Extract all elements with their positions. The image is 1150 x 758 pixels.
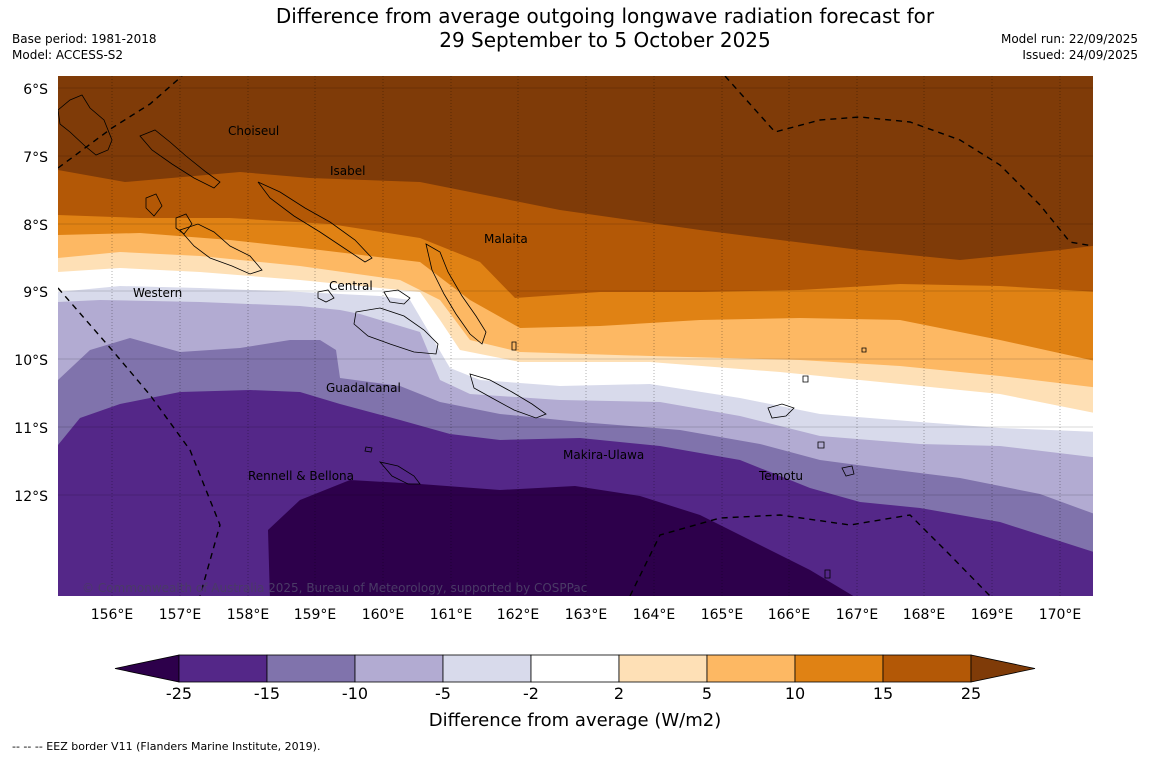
reef-islets <box>802 375 809 383</box>
region-labels: Choiseul Isabel Malaita Western Central … <box>133 124 803 483</box>
gridlines <box>58 76 1093 596</box>
model-run: Model run: 22/09/2025 <box>1000 32 1138 46</box>
region-label-temotu: Temotu <box>758 469 803 483</box>
issued-date: Issued: 24/09/2025 <box>1022 48 1138 62</box>
lat-axis-labels: 6°S 7°S 8°S 9°S 10°S 11°S 12°S <box>14 82 48 505</box>
colorbar-segment <box>618 654 708 683</box>
colorbar-segment <box>442 654 532 683</box>
rennell-coast <box>378 461 421 485</box>
copyright-notice: © Commonwealth of Australia 2025, Bureau… <box>82 581 587 595</box>
colorbar-tick-label: -5 <box>435 684 451 703</box>
santa-cruz-coast <box>767 403 795 419</box>
lon-label: 168°E <box>903 607 946 623</box>
bellona-coast <box>364 446 373 453</box>
colorbar-title: Difference from average (W/m2) <box>428 710 722 731</box>
colorbar-tick-label: 15 <box>872 684 894 703</box>
lat-label: 10°S <box>14 353 48 369</box>
bougainville-coast <box>58 94 113 156</box>
coastlines <box>58 94 867 579</box>
colorbar-tick-label: 25 <box>960 684 982 703</box>
colorbar <box>114 654 1036 683</box>
new-georgia-coast <box>179 223 263 275</box>
lat-label: 9°S <box>23 285 48 301</box>
eez-line-png <box>58 76 183 169</box>
colorbar-tick-label: -10 <box>341 684 369 703</box>
isabel-coast <box>257 181 373 263</box>
model-name: Model: ACCESS-S2 <box>12 48 124 62</box>
colorbar-segment <box>882 654 972 683</box>
colorbar-arrow-low <box>114 654 180 683</box>
colorbar-tick-label: -15 <box>253 684 281 703</box>
lon-label: 160°E <box>362 607 405 623</box>
colorbar-segment <box>530 654 620 683</box>
base-period: Base period: 1981-2018 <box>12 32 157 46</box>
eez-line-west <box>58 287 221 596</box>
region-label-malaita: Malaita <box>484 232 528 246</box>
lon-label: 161°E <box>430 607 473 623</box>
sikaiana-islet <box>861 347 867 353</box>
lon-axis-labels: 156°E 157°E 158°E 159°E 160°E 161°E 162°… <box>91 607 1082 623</box>
lon-label: 157°E <box>159 607 202 623</box>
colorbar-tick-label: -2 <box>523 684 539 703</box>
region-label-guadalcanal: Guadalcanal <box>326 381 401 395</box>
eez-legend: -- -- -- EEZ border V11 (Flanders Marine… <box>12 740 321 753</box>
lon-label: 158°E <box>227 607 270 623</box>
lat-label: 11°S <box>14 421 48 437</box>
lat-label: 8°S <box>23 218 48 234</box>
lon-label: 156°E <box>91 607 134 623</box>
chart-title-line2: 29 September to 5 October 2025 <box>439 28 771 52</box>
colorbar-tick-label: -25 <box>165 684 193 703</box>
vella-lavella-coast <box>175 213 193 235</box>
eez-borders <box>58 76 1093 596</box>
meta-right: Model run: 22/09/2025 Issued: 24/09/2025 <box>1001 31 1138 63</box>
lon-label: 167°E <box>836 607 879 623</box>
shortland-coast <box>145 193 163 217</box>
lon-label: 163°E <box>565 607 608 623</box>
region-label-choiseul: Choiseul <box>228 124 279 138</box>
colorbar-tick-label: 5 <box>701 684 713 703</box>
colorbar-tick-label: 2 <box>613 684 625 703</box>
lon-label: 165°E <box>701 607 744 623</box>
colorbar-segment <box>266 654 356 683</box>
malaita-coast <box>425 243 487 345</box>
band-lt-neg25 <box>268 480 854 596</box>
vanikoro-islet <box>824 569 831 579</box>
lat-label: 7°S <box>23 150 48 166</box>
region-label-rennell-bellona: Rennell & Bellona <box>248 469 354 483</box>
lon-label: 164°E <box>633 607 676 623</box>
meta-left: Base period: 1981-2018 Model: ACCESS-S2 <box>12 31 157 63</box>
lat-label: 6°S <box>23 82 48 98</box>
temotu-islet <box>817 441 825 449</box>
colorbar-segment <box>354 654 444 683</box>
chart-title-line1: Difference from average outgoing longwav… <box>275 4 935 28</box>
region-label-isabel: Isabel <box>330 164 365 178</box>
lat-label: 12°S <box>14 489 48 505</box>
lon-label: 170°E <box>1039 607 1082 623</box>
russell-islands-coast <box>317 289 335 303</box>
colorbar-tick-label: 10 <box>784 684 806 703</box>
eez-line-southeast <box>629 514 991 596</box>
lon-label: 169°E <box>971 607 1014 623</box>
ontong-java-islet <box>511 341 517 351</box>
lon-label: 162°E <box>497 607 540 623</box>
region-label-central: Central <box>329 279 373 293</box>
region-label-makira-ulawa: Makira-Ulawa <box>563 448 644 462</box>
lon-label: 159°E <box>294 607 337 623</box>
guadalcanal-coast <box>353 307 439 355</box>
colorbar-segment <box>706 654 796 683</box>
map-area: Choiseul Isabel Malaita Western Central … <box>58 76 1093 596</box>
colorbar-segment <box>794 654 884 683</box>
choiseul-coast <box>139 129 221 189</box>
region-label-western: Western <box>133 286 182 300</box>
colorbar-segment <box>178 654 268 683</box>
lon-label: 166°E <box>768 607 811 623</box>
makira-coast <box>469 373 547 419</box>
colorbar-arrow-high <box>970 654 1036 683</box>
florida-islands-coast <box>383 289 411 305</box>
temotu-islet <box>841 465 855 477</box>
